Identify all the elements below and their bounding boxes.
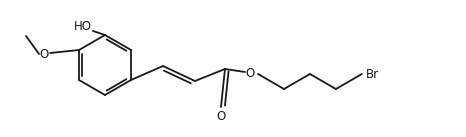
- Text: O: O: [40, 48, 48, 61]
- Text: O: O: [216, 109, 226, 122]
- Text: Br: Br: [366, 68, 379, 81]
- Text: O: O: [246, 66, 254, 79]
- Text: HO: HO: [74, 21, 92, 34]
